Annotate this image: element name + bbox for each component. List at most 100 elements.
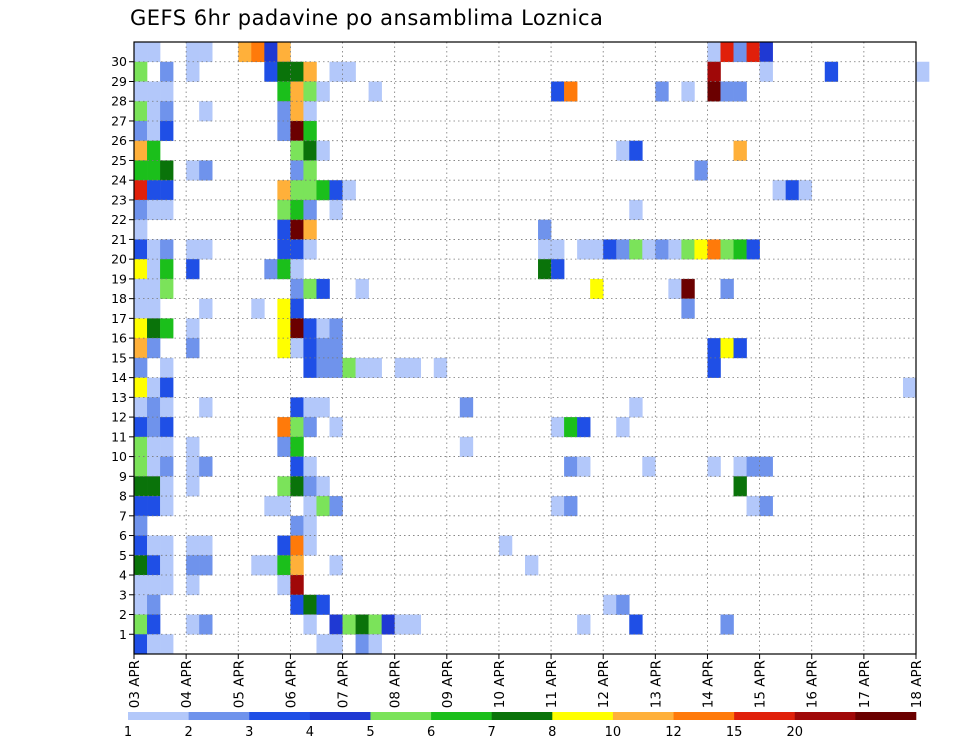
- x-tick-label: 03 APR: [127, 660, 143, 708]
- heatmap-cell: [394, 614, 408, 635]
- x-tick-label: 04 APR: [179, 660, 195, 708]
- heatmap-cell: [160, 634, 174, 655]
- heatmap-cell: [238, 42, 252, 63]
- heatmap-cell: [160, 357, 174, 378]
- x-tick-label: 09 APR: [440, 660, 456, 708]
- heatmap-cell: [368, 357, 382, 378]
- heatmap-cell: [199, 456, 213, 477]
- heatmap-cell: [160, 377, 174, 398]
- heatmap-cell: [551, 81, 565, 102]
- heatmap-cell: [147, 555, 161, 576]
- heatmap-cell: [368, 81, 382, 102]
- heatmap-cell: [329, 199, 343, 220]
- heatmap-cell: [707, 357, 721, 378]
- y-tick-label: 18: [111, 291, 127, 306]
- heatmap-cell: [134, 180, 148, 201]
- heatmap-cell: [720, 278, 734, 299]
- heatmap-cell: [186, 575, 200, 596]
- heatmap-cell: [147, 259, 161, 280]
- heatmap-cell: [759, 456, 773, 477]
- heatmap-cell: [759, 42, 773, 63]
- heatmap-cell: [629, 239, 643, 260]
- heatmap-cell: [303, 357, 317, 378]
- heatmap-cell: [134, 160, 148, 181]
- heatmap-cell: [277, 298, 291, 319]
- heatmap-cell: [290, 239, 304, 260]
- heatmap-cell: [147, 496, 161, 517]
- heatmap-cell: [538, 239, 552, 260]
- heatmap-cell: [720, 42, 734, 63]
- heatmap-cell: [134, 436, 148, 457]
- heatmap-cell: [290, 318, 304, 339]
- heatmap-cell: [186, 456, 200, 477]
- y-tick-label: 21: [111, 232, 127, 247]
- heatmap-cell: [303, 278, 317, 299]
- x-axis: 03 APR 04 APR 05 APR 06 APR 07 APR 08 APR 09 A…: [127, 654, 925, 708]
- colorbar-label: 4: [306, 725, 314, 740]
- y-tick-label: 14: [111, 370, 127, 385]
- x-tick-label: 18 APR: [909, 660, 925, 708]
- heatmap-cell: [616, 239, 630, 260]
- y-tick-label: 13: [111, 390, 127, 405]
- heatmap-cell: [251, 42, 265, 63]
- heatmap-cell: [303, 417, 317, 438]
- heatmap-cell: [329, 634, 343, 655]
- heatmap-cell: [707, 42, 721, 63]
- heatmap-cell: [642, 456, 656, 477]
- heatmap-cell: [147, 318, 161, 339]
- chart-title: GEFS 6hr padavine po ansamblima Loznica: [130, 6, 604, 30]
- heatmap-cell: [290, 456, 304, 477]
- y-tick-label: 25: [111, 153, 127, 168]
- heatmap-cell: [290, 436, 304, 457]
- heatmap-cell: [147, 456, 161, 477]
- heatmap-cell: [290, 397, 304, 418]
- heatmap-cell: [551, 239, 565, 260]
- y-tick-label: 28: [111, 94, 127, 109]
- heatmap-cell: [329, 180, 343, 201]
- heatmap-cell: [134, 357, 148, 378]
- heatmap-cell: [290, 594, 304, 615]
- heatmap-cell: [329, 614, 343, 635]
- heatmap-cell: [733, 42, 747, 63]
- heatmap-cell: [134, 555, 148, 576]
- heatmap-cell: [277, 61, 291, 82]
- heatmap-cell: [277, 496, 291, 517]
- heatmap-cell: [160, 318, 174, 339]
- heatmap-cell: [199, 298, 213, 319]
- heatmap-cell: [134, 199, 148, 220]
- heatmap-cell: [303, 219, 317, 240]
- colorbar-label: 2: [184, 725, 192, 740]
- heatmap-cell: [538, 259, 552, 280]
- x-tick-label: 13 APR: [648, 660, 664, 708]
- heatmap-cell: [733, 239, 747, 260]
- heatmap-cell: [603, 594, 617, 615]
- heatmap-cell: [316, 278, 330, 299]
- colorbar-swatch: [673, 712, 735, 720]
- y-tick-label: 5: [119, 548, 127, 563]
- heatmap-cell: [277, 259, 291, 280]
- colorbar-label: 8: [548, 725, 556, 740]
- heatmap-cell: [668, 239, 682, 260]
- heatmap-cell: [290, 101, 304, 122]
- heatmap-cell: [160, 436, 174, 457]
- heatmap-cell: [681, 239, 695, 260]
- heatmap-cell: [186, 318, 200, 339]
- y-tick-label: 16: [111, 331, 127, 346]
- y-tick-label: 2: [119, 607, 127, 622]
- y-axis: 1234567891011121314151617181920212223242…: [111, 54, 134, 642]
- heatmap-cell: [290, 515, 304, 536]
- y-tick-label: 30: [111, 54, 127, 69]
- heatmap-cell: [316, 397, 330, 418]
- heatmap-cell: [733, 140, 747, 161]
- heatmap-cell: [720, 81, 734, 102]
- heatmap-cell: [303, 496, 317, 517]
- heatmap-cell: [186, 239, 200, 260]
- heatmap-cell: [160, 456, 174, 477]
- heatmap-cell: [277, 199, 291, 220]
- heatmap-cell: [290, 219, 304, 240]
- heatmap-cell: [186, 338, 200, 359]
- heatmap-cell: [147, 120, 161, 142]
- heatmap-cell: [290, 575, 304, 596]
- heatmap-cell: [316, 180, 330, 201]
- heatmap-cell: [147, 436, 161, 457]
